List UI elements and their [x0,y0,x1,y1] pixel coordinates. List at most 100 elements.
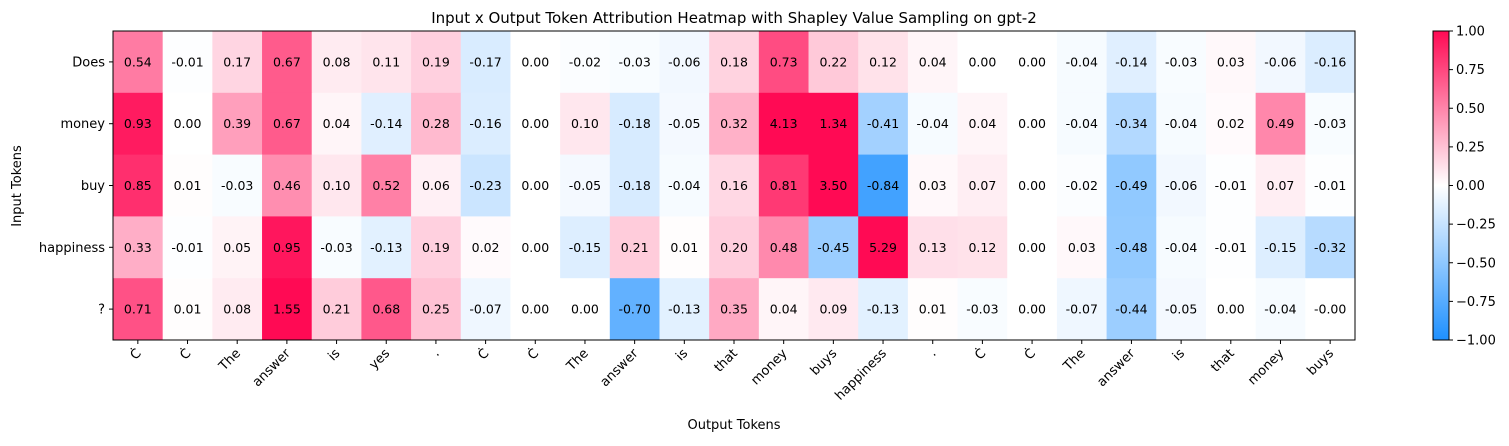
heatmap-cell [609,92,660,156]
colorbar-tick-label: −0.75 [1456,295,1496,310]
heatmap-cell [1205,154,1257,217]
cell-value-label: 0.95 [273,240,301,255]
y-axis-label: Input Tokens [10,145,25,227]
cell-value-label: 0.21 [621,240,649,255]
cell-value-label: 0.00 [521,116,549,131]
cell-value-label: -0.03 [1165,54,1197,69]
cell-value-label: -0.44 [1115,302,1147,317]
cell-value-label: 0.04 [919,54,947,69]
heatmap-cell [560,92,611,156]
cell-value-label: 0.49 [1267,116,1295,131]
heatmap-cell [361,216,412,279]
cell-value-label: 0.04 [323,116,351,131]
cell-value-label: 0.68 [372,302,400,317]
heatmap-cell [460,92,511,156]
cell-value-label: 0.08 [223,302,251,317]
heatmap-cell [1156,154,1207,217]
cell-value-label: 0.00 [521,54,549,69]
heatmap-cell [758,216,810,279]
cell-value-label: 4.13 [770,116,798,131]
heatmap-cell [1255,216,1306,279]
heatmap-cell [311,154,362,217]
cell-value-label: -0.14 [370,116,402,131]
cell-value-label: -0.15 [1264,240,1296,255]
heatmap-cell [262,278,313,341]
heatmap-cell [361,278,412,341]
cell-value-label: 0.67 [273,116,301,131]
cell-value-label: 0.00 [571,302,599,317]
cell-value-label: -0.16 [1314,54,1346,69]
cell-value-label: 0.39 [223,116,251,131]
cell-value-label: -0.32 [1314,240,1346,255]
heatmap-cell [957,154,1008,217]
cell-value-label: 0.00 [521,240,549,255]
heatmap-cell [212,31,263,94]
cell-value-label: -0.04 [1066,54,1098,69]
heatmap-cell [907,216,959,279]
x-tick-label: Ċ [176,345,194,363]
x-tick-label: answer [1094,346,1138,390]
cell-value-label: 0.00 [1018,240,1046,255]
heatmap-cell [1156,216,1207,279]
heatmap-cell [510,278,561,341]
x-tick-label: . [926,346,940,360]
cell-value-label: 0.67 [273,54,301,69]
heatmap-cell [858,154,909,217]
cell-value-label: 3.50 [819,178,847,193]
x-tick-label: that [1208,346,1237,375]
heatmap-cell [162,154,213,217]
x-tick-label: Ċ [474,345,492,363]
cell-value-label: 0.03 [1217,54,1245,69]
heatmap-cell [907,92,959,156]
cell-value-label: 0.00 [174,116,202,131]
cell-value-label: -0.01 [1215,240,1247,255]
cell-value-label: 1.55 [273,302,301,317]
heatmap-cell [311,92,362,156]
heatmap-cell [460,31,511,94]
heatmap-cell [560,154,611,217]
cell-value-label: -0.03 [221,178,253,193]
cell-value-label: -0.16 [469,116,501,131]
cell-value-label: 0.02 [1217,116,1245,131]
cell-value-label: -0.01 [171,240,203,255]
heatmap-cell [1056,216,1108,279]
cell-value-label: 0.81 [770,178,798,193]
heatmap-cell [709,92,760,156]
cell-value-label: 0.02 [472,240,500,255]
cell-value-label: 0.04 [770,302,798,317]
cell-value-label: -0.13 [370,240,402,255]
cell-value-label: -0.14 [1115,54,1147,69]
heatmap-cell [411,154,462,217]
heatmap-cell [858,92,909,156]
cell-value-label: -0.23 [469,178,501,193]
cell-value-label: 5.29 [869,240,897,255]
cell-value-label: 0.10 [323,178,351,193]
cell-value-label: 0.00 [1018,54,1046,69]
heatmap-cell [1007,92,1058,156]
heatmap-cell [609,278,660,341]
cell-value-label: 0.07 [1267,178,1295,193]
heatmap-cell [1205,216,1257,279]
cell-value-label: 0.00 [1018,178,1046,193]
y-tick-label: buy [81,179,105,194]
heatmap-cell [1106,154,1157,217]
heatmap-cell [907,278,959,341]
heatmap-cell [311,31,362,94]
heatmap-cell [262,154,313,217]
heatmap-cell [1056,278,1108,341]
heatmap-cell [659,31,710,94]
cell-value-label: 0.07 [968,178,996,193]
colorbar-tick-label: 1.00 [1456,25,1485,40]
heatmap-cell [758,92,810,156]
x-tick-label: Ċ [126,345,144,363]
cell-value-label: -0.06 [1165,178,1197,193]
heatmap-cell [411,216,462,279]
cell-value-label: 0.48 [770,240,798,255]
heatmap-cell [808,216,859,279]
x-tick-label: The [1060,346,1088,374]
heatmap-cell [1156,92,1207,156]
cell-value-label: 0.71 [124,302,152,317]
heatmap-cell [560,216,611,279]
cell-value-label: 0.03 [919,178,947,193]
cell-value-label: 0.16 [720,178,748,193]
